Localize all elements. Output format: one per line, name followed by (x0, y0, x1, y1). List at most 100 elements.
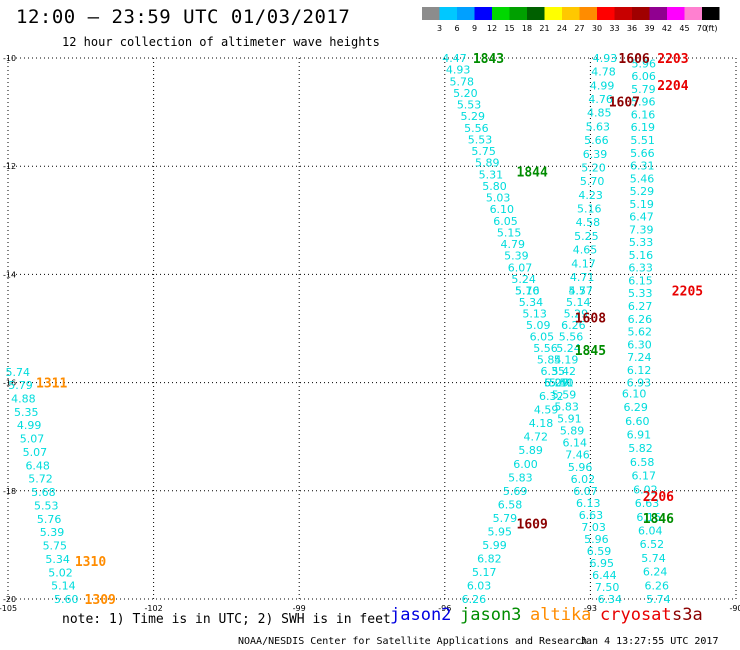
wave-height-value: 6.13 (576, 497, 601, 510)
wave-height-value: 6.63 (579, 509, 604, 522)
wave-height-value: 4.65 (573, 244, 598, 257)
wave-height-value: 5.33 (628, 287, 653, 300)
pass-number-label: 1846 (643, 512, 674, 527)
y-tick-label: -12 (3, 162, 16, 171)
colorbar-swatch (667, 7, 685, 20)
wave-height-value: 6.26 (628, 313, 653, 326)
y-tick-label: -18 (3, 487, 16, 496)
colorbar-tick-label: 21 (539, 24, 549, 33)
wave-height-value: 5.79 (8, 379, 33, 392)
wave-height-value: 7.24 (627, 351, 652, 364)
wave-height-value: 5.59 (552, 389, 577, 402)
wave-height-value: 4.79 (500, 238, 525, 251)
pass-number-label: 2204 (657, 79, 688, 94)
wave-height-value: 5.46 (630, 172, 655, 185)
pass-number-label: 1606 (618, 52, 649, 67)
wave-height-value: 5.89 (560, 425, 585, 438)
wave-height-value: 6.48 (25, 459, 50, 472)
x-tick-label: -93 (584, 604, 597, 613)
wave-height-value: 5.09 (526, 319, 551, 332)
colorbar-tick-label: 70 (697, 24, 707, 33)
wave-height-value: 4.93 (593, 52, 618, 65)
footer-note: note: 1) Time is in UTC; 2) SWH is in fe… (62, 612, 391, 627)
wave-height-value: 5.56 (533, 342, 558, 355)
x-tick-label: -99 (293, 604, 306, 613)
wave-height-value: 5.16 (577, 203, 602, 216)
wave-height-value: 5.51 (549, 377, 574, 390)
wave-height-value: 4.99 (17, 419, 42, 432)
colorbar-swatch (509, 7, 527, 20)
wave-height-value: 5.66 (630, 147, 655, 160)
wave-height-value: 5.31 (479, 168, 504, 181)
wave-height-value: 6.82 (477, 552, 502, 565)
wave-height-value: 5.89 (518, 444, 543, 457)
y-tick-label: -14 (3, 270, 16, 279)
pass-number-label: 2206 (643, 490, 674, 505)
wave-height-value: 6.15 (628, 274, 653, 287)
wave-height-value: 5.03 (486, 192, 511, 205)
wave-height-value: 4.59 (534, 404, 559, 417)
wave-height-value: 6.05 (493, 215, 518, 228)
wave-height-value: 6.58 (498, 498, 523, 511)
wave-height-value: 5.89 (475, 157, 500, 170)
wave-height-value: 5.29 (630, 185, 655, 198)
wave-height-value: 6.91 (627, 429, 652, 442)
wave-height-value: 5.13 (522, 308, 547, 321)
wave-height-value: 5.20 (453, 87, 478, 100)
wave-height-value: 5.69 (503, 485, 528, 498)
wave-height-value: 5.95 (487, 525, 512, 538)
wave-height-value: 6.30 (627, 338, 652, 351)
colorbar-tick-label: 39 (644, 24, 654, 33)
colorbar-swatch (684, 7, 702, 20)
colorbar-tick-label: 36 (627, 24, 637, 33)
colorbar-tick-label: 6 (454, 24, 459, 33)
wave-height-value: 4.17 (571, 257, 596, 270)
wave-height-value: 4.78 (591, 66, 616, 79)
wave-height-value: 6.19 (631, 121, 656, 134)
wave-height-value: 5.79 (493, 512, 518, 525)
wave-height-value: 5.17 (472, 566, 497, 579)
wave-height-value: 5.07 (20, 433, 45, 446)
pass-number-label: 1609 (517, 517, 548, 532)
wave-height-value: 5.34 (519, 296, 544, 309)
wave-height-value: 6.07 (508, 261, 533, 274)
wave-height-value: 7.03 (581, 521, 606, 534)
wave-height-value: 5.15 (497, 226, 522, 239)
colorbar-swatch (649, 7, 667, 20)
wave-height-value: 4.71 (570, 271, 595, 284)
wave-height-value: 5.78 (450, 75, 475, 88)
wave-height-value: 6.47 (629, 211, 654, 224)
wave-height-value: 5.29 (544, 377, 569, 390)
wave-height-value: 4.58 (576, 216, 601, 229)
wave-height-value: 5.34 (45, 553, 70, 566)
wave-height-value: 6.59 (587, 545, 612, 558)
wave-height-value: 6.58 (630, 456, 655, 469)
wave-height-value: 6.24 (643, 566, 668, 579)
pass-number-label: 1843 (473, 52, 504, 67)
wave-height-value: 5.40 (549, 377, 574, 390)
wave-height-value: 6.05 (530, 331, 555, 344)
x-tick-label: -96 (438, 604, 451, 613)
wave-height-value: 5.83 (508, 471, 533, 484)
wave-height-value: 6.12 (627, 364, 652, 377)
wave-height-value: 5.51 (630, 134, 655, 147)
wave-height-value: 5.96 (632, 57, 657, 70)
wave-height-value: 5.19 (554, 354, 579, 367)
x-tick-label: -102 (145, 604, 163, 613)
wave-height-value: 5.99 (482, 539, 507, 552)
wave-height-value: 4.93 (446, 64, 471, 77)
wave-height-value: 5.33 (629, 236, 654, 249)
wave-height-value: 5.19 (629, 198, 654, 211)
wave-height-value: 5.60 (54, 593, 79, 606)
colorbar-tick-label: 27 (574, 24, 584, 33)
wave-height-value: 6.29 (623, 401, 648, 414)
chart-subtitle: 12 hour collection of altimeter wave hei… (62, 35, 380, 49)
colorbar-swatch (439, 7, 457, 20)
colorbar-swatch (562, 7, 580, 20)
colorbar-swatch (614, 7, 632, 20)
wave-height-value: 5.82 (628, 442, 653, 455)
wave-height-value: 6.00 (513, 458, 538, 471)
colorbar-swatch (597, 7, 615, 20)
colorbar-swatch (579, 7, 597, 20)
